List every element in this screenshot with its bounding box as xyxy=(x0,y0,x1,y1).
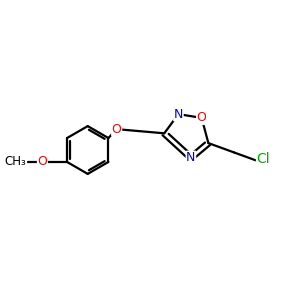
Text: O: O xyxy=(112,123,122,136)
Text: N: N xyxy=(186,151,196,164)
Text: Cl: Cl xyxy=(256,152,270,166)
Text: O: O xyxy=(38,155,47,168)
Text: CH₃: CH₃ xyxy=(4,155,26,168)
Text: N: N xyxy=(174,108,183,121)
Text: O: O xyxy=(197,111,206,124)
